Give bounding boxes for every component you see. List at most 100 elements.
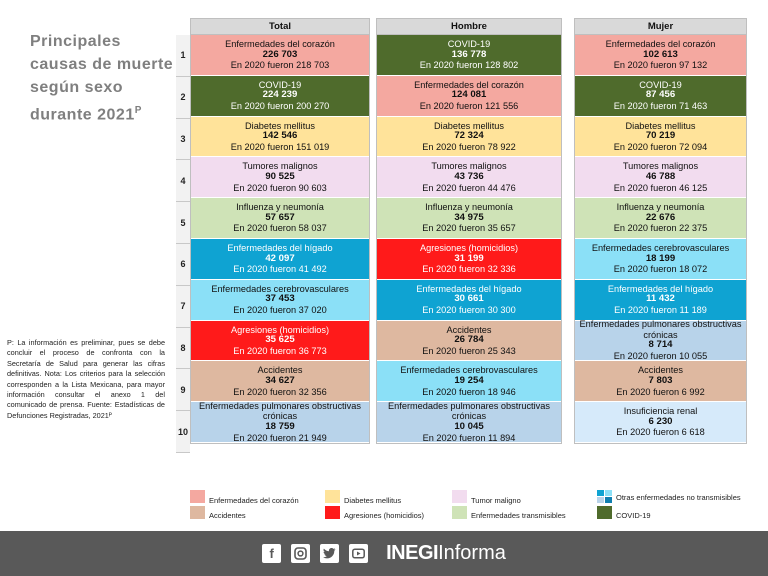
death-count: 11 432 <box>646 293 675 305</box>
cause-name: Diabetes mellitus <box>434 120 504 131</box>
cause-name: Enfermedades del corazón <box>605 39 716 49</box>
cause-name: Tumores malignos <box>622 161 699 172</box>
cause-name: COVID-19 <box>639 79 682 90</box>
cause-name: Enfermedades del hígado <box>416 283 522 294</box>
cause-name: Enfermedades cerebrovasculares <box>211 283 349 294</box>
death-count: 102 613 <box>643 48 678 60</box>
cause-name: Enfermedades pulmonares obstructivas cró… <box>579 319 742 340</box>
death-count: 8 714 <box>648 339 673 351</box>
brand-bold: INEGI <box>386 542 439 564</box>
death-count: 70 219 <box>645 130 676 142</box>
instagram-icon[interactable] <box>291 544 311 563</box>
death-count: 124 081 <box>451 89 487 101</box>
death-count: 42 097 <box>265 252 295 264</box>
death-count: 18 759 <box>265 421 295 433</box>
cause-cell: Diabetes mellitus 72 324 En 2020 fueron 78… <box>377 116 561 158</box>
cause-name: Diabetes mellitus <box>245 120 315 131</box>
cause-cell: Agresiones (homicidios) 31 199 En 2020 fue… <box>377 238 561 280</box>
legend-swatch-diabetes <box>325 490 340 503</box>
legend-swatch-covid <box>597 506 612 519</box>
death-count: 43 736 <box>454 170 484 182</box>
previous-year: En 2020 fueron 35 657 <box>422 223 516 234</box>
rank-number: 1 <box>176 35 190 77</box>
rank-number: 10 <box>176 411 190 453</box>
death-count: 87 456 <box>645 89 676 101</box>
cause-cell: Influenza y neumonía 57 657 En 2020 fueron… <box>191 198 369 239</box>
cause-name: Enfermedades pulmonares obstructivas cró… <box>199 400 361 422</box>
cause-name: Accidentes <box>446 324 492 335</box>
legend-swatch-transmisibles <box>452 506 467 519</box>
previous-year: En 2020 fueron 121 556 <box>419 100 519 111</box>
column-mujer: Mujer Enfermedades del corazón 102 613 En 2… <box>574 18 747 444</box>
cause-name: Diabetes mellitus <box>625 120 696 131</box>
cause-name: Accidentes <box>638 365 683 376</box>
cause-name: Enfermedades cerebrovasculares <box>400 365 538 376</box>
cause-cell: Agresiones (homicidios) 35 625 En 2020 fue… <box>191 320 369 362</box>
death-count: 37 453 <box>265 293 295 305</box>
legend-swatch-tumor <box>452 490 467 503</box>
cause-cell: Enfermedades cerebrovasculares 19 254 En 2… <box>377 361 561 403</box>
cause-cell: Influenza y neumonía 22 676 En 2020 fueron… <box>575 198 746 239</box>
cause-cell: Accidentes 26 784 En 2020 fueron 25 343 <box>377 320 561 362</box>
cause-cell: Enfermedades del hígado 42 097 En 2020 fue… <box>191 238 369 280</box>
death-count: 226 703 <box>262 48 298 60</box>
cause-cell: Diabetes mellitus 142 546 En 2020 fueron 1… <box>191 116 369 158</box>
death-count: 35 625 <box>265 334 295 346</box>
cause-name: Enfermedades del corazón <box>414 79 524 90</box>
cause-name: Influenza y neumonía <box>236 202 324 213</box>
legend-swatch-accidentes <box>190 506 205 519</box>
previous-year: En 2020 fueron 18 946 <box>422 386 516 397</box>
death-count: 136 778 <box>451 48 487 60</box>
cause-name: Tumores malignos <box>242 161 318 172</box>
cause-cell: Enfermedades pulmonares obstructivas cró… <box>191 400 369 443</box>
brand-light: Informa <box>438 542 506 564</box>
legend-no-transmisibles: Otras enfermedades no transmisibles <box>616 493 741 502</box>
cause-cell: Tumores malignos 90 525 En 2020 fueron 90 … <box>191 157 369 199</box>
cause-cell: Enfermedades cerebrovasculares 37 453 En 2… <box>191 279 369 321</box>
rank-column: 1 2 3 4 5 6 7 8 9 10 <box>176 18 190 453</box>
death-count: 72 324 <box>454 130 484 142</box>
youtube-icon[interactable] <box>349 544 369 563</box>
brand-logo[interactable]: INEGIInforma <box>386 542 506 565</box>
cause-name: Insuficiencia renal <box>623 406 698 417</box>
cause-name: Accidentes <box>257 365 303 376</box>
rank-number: 2 <box>176 76 190 119</box>
death-count: 31 199 <box>454 252 484 264</box>
death-count: 224 239 <box>262 89 298 101</box>
legend-tumor: Tumor maligno <box>471 496 521 505</box>
previous-year: En 2020 fueron 30 300 <box>422 304 516 315</box>
death-count: 18 199 <box>645 252 676 264</box>
previous-year: En 2020 fueron 151 019 <box>230 141 330 152</box>
rank-number: 3 <box>176 118 190 161</box>
cause-cell: Tumores malignos 43 736 En 2020 fueron 44 … <box>377 157 561 199</box>
legend-agresiones: Agresiones (homicidios) <box>344 511 425 520</box>
previous-year: En 2020 fueron 22 375 <box>613 223 708 234</box>
previous-year: En 2020 fueron 218 703 <box>230 60 330 71</box>
cause-cell: Enfermedades pulmonares obstructivas cró… <box>377 401 561 443</box>
cause-cell: Insuficiencia renal 6 230 En 2020 fueron 6… <box>575 402 746 443</box>
cause-cell: Enfermedades del corazón 102 613 En 2020 f… <box>575 35 746 76</box>
death-count: 30 661 <box>454 293 484 305</box>
twitter-icon[interactable] <box>320 544 340 563</box>
cause-name: Agresiones (homicidios) <box>230 324 330 335</box>
column-hombre: Hombre COVID-19 136 778 En 2020 fueron 128 … <box>376 18 562 444</box>
legend-swatch-agresiones <box>325 506 340 519</box>
legend-covid: COVID-19 <box>616 511 651 520</box>
death-count: 34 975 <box>454 211 484 223</box>
previous-year: En 2020 fueron 44 476 <box>422 182 516 193</box>
facebook-icon[interactable]: f <box>262 544 282 563</box>
previous-year: En 2020 fueron 97 132 <box>613 60 708 71</box>
cause-name: COVID-19 <box>258 79 302 90</box>
death-count: 46 788 <box>645 170 676 182</box>
death-count: 26 784 <box>454 334 484 346</box>
previous-year: En 2020 fueron 6 618 <box>616 427 705 438</box>
cause-name: COVID-19 <box>447 39 491 49</box>
cause-name: Influenza y neumonía <box>616 202 705 213</box>
column-total: Total Enfermedades del corazón 226 703 En 2… <box>190 18 370 444</box>
legend-diabetes: Diabetes mellitus <box>344 496 402 505</box>
previous-year: En 2020 fueron 32 356 <box>233 386 327 397</box>
previous-year: En 2020 fueron 41 492 <box>233 264 327 275</box>
cause-cell: Enfermedades cerebrovasculares 18 199 En 2… <box>575 238 746 280</box>
previous-year: En 2020 fueron 36 773 <box>233 345 327 356</box>
cause-cell: Diabetes mellitus 70 219 En 2020 fueron 72… <box>575 116 746 158</box>
